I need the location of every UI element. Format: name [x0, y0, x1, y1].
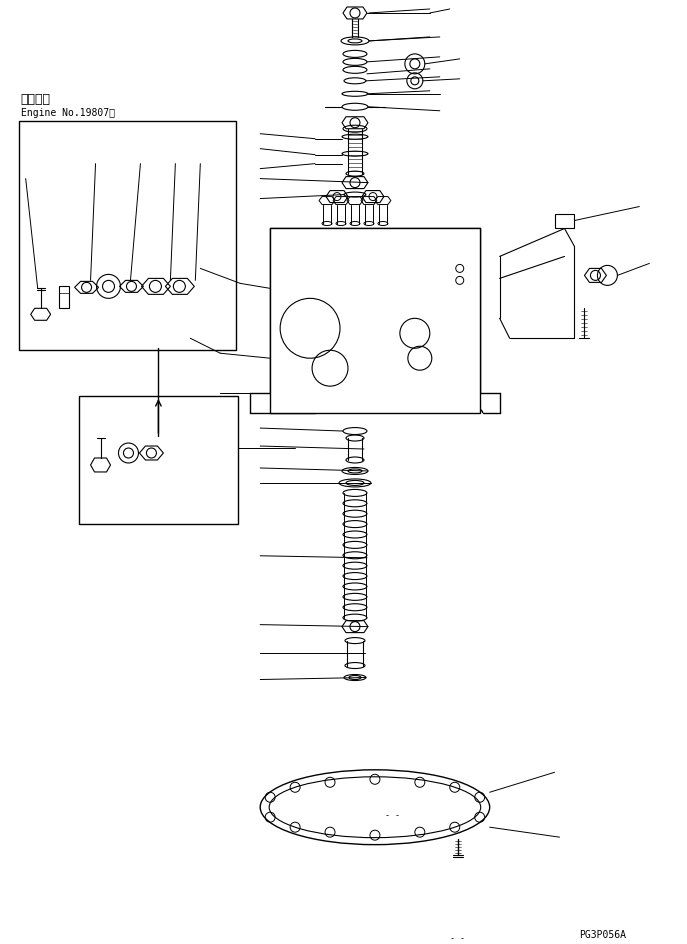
Text: 適用号機: 適用号機: [21, 93, 51, 106]
Bar: [19, 122, 236, 351]
Polygon shape: [270, 229, 480, 413]
Bar: [554, 214, 574, 229]
Text: PG3P056A: PG3P056A: [579, 929, 627, 939]
Bar: [78, 396, 238, 524]
Text: Engine No.19807～: Engine No.19807～: [21, 108, 115, 118]
Text: - -: - -: [385, 810, 400, 819]
Bar: [58, 287, 69, 309]
Text: - -: - -: [450, 933, 465, 942]
